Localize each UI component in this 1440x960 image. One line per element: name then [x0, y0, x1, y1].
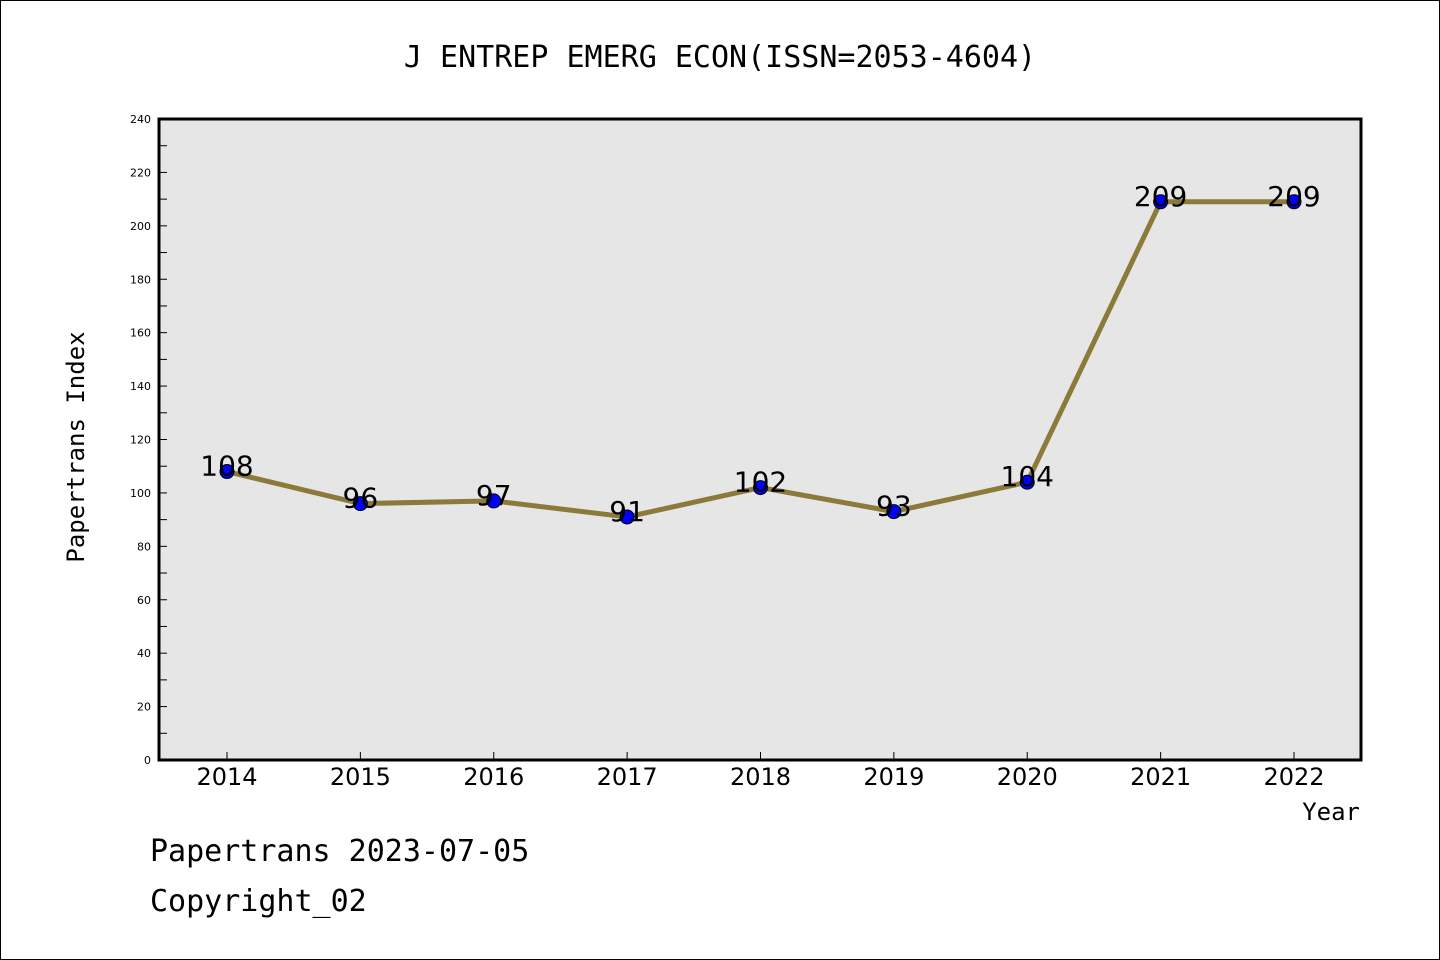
y-tick-label: 160 [130, 327, 151, 340]
chart-title: J ENTREP EMERG ECON(ISSN=2053-4604) [404, 40, 1036, 75]
footer-copyright: Copyright_02 [150, 884, 367, 919]
y-axis-label: Papertrans Index [62, 331, 90, 562]
x-tick-label: 2021 [1130, 763, 1191, 791]
data-markers [219, 194, 1302, 525]
data-label: 91 [609, 495, 645, 528]
data-point [219, 464, 235, 480]
data-label: 108 [200, 450, 253, 483]
data-label: 209 [1134, 180, 1187, 213]
data-point [886, 504, 902, 520]
x-tick-label: 2017 [597, 763, 658, 791]
x-tick-label: 2020 [997, 763, 1058, 791]
data-point [1019, 474, 1035, 490]
data-point [1153, 194, 1169, 210]
y-tick-label: 0 [144, 754, 151, 767]
data-label: 93 [876, 490, 912, 523]
y-tick-label: 180 [130, 273, 151, 286]
y-axis: 0 20 40 60 80 100 120 140 160 180 200 220 240 [130, 113, 167, 767]
data-label: 96 [343, 482, 379, 515]
data-point [352, 496, 368, 512]
x-tick-label: 2016 [463, 763, 524, 791]
data-point [753, 480, 768, 496]
y-tick-label: 40 [137, 647, 151, 660]
y-tick-label: 240 [130, 113, 151, 126]
y-tick-label: 100 [130, 487, 151, 500]
x-tick-label: 2015 [330, 763, 391, 791]
x-axis: 2014 2015 2016 2017 2018 2019 2020 2021 2022 [196, 752, 1325, 791]
y-tick-label: 140 [130, 380, 151, 393]
y-tick-label: 220 [130, 166, 151, 179]
data-label: 97 [476, 479, 512, 512]
footer-source: Papertrans 2023-07-05 [150, 834, 530, 869]
x-axis-label: Year [1302, 798, 1360, 826]
data-point [486, 493, 502, 509]
data-labels: 108 96 97 91 102 93 104 209 209 [200, 180, 1320, 528]
data-label: 102 [734, 466, 787, 499]
y-tick-label: 60 [137, 594, 151, 607]
x-tick-label: 2022 [1263, 763, 1324, 791]
y-tick-label: 80 [137, 540, 151, 553]
data-point [1286, 194, 1302, 210]
data-label: 209 [1267, 180, 1320, 213]
data-label: 104 [1001, 460, 1054, 493]
data-point [619, 509, 635, 525]
y-tick-label: 200 [130, 220, 151, 233]
y-tick-label: 20 [137, 701, 151, 714]
plot-area [157, 117, 1363, 762]
x-tick-label: 2014 [196, 763, 257, 791]
x-tick-label: 2018 [730, 763, 791, 791]
y-tick-label: 120 [130, 434, 151, 447]
x-tick-label: 2019 [863, 763, 924, 791]
